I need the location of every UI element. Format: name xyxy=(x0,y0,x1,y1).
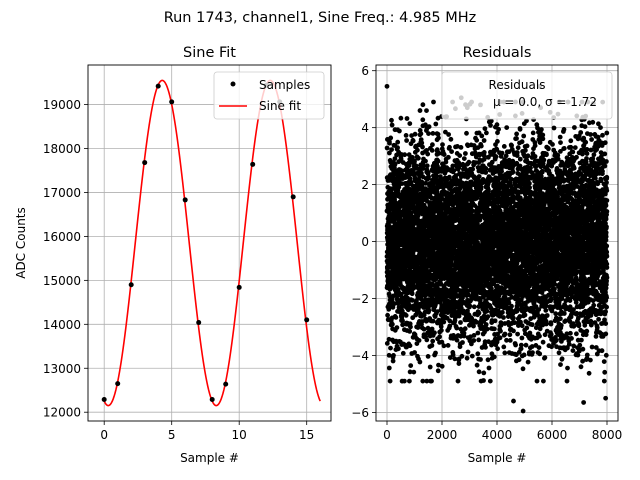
y-tick-label: 6 xyxy=(361,64,369,78)
y-tick-label: −2 xyxy=(351,292,369,306)
residuals-title: Residuals xyxy=(463,45,532,61)
sample-point xyxy=(101,396,107,402)
sample-point xyxy=(290,194,296,200)
residual-points xyxy=(384,99,610,384)
x-tick-label: 0 xyxy=(383,428,391,442)
residuals-ticks: 0 2000 4000 6000 8000 −6 −4 −2 0 2 4 6 xyxy=(351,64,622,442)
residuals-legend: Residuals μ = 0.0, σ = 1.72 xyxy=(441,71,613,120)
sample-point xyxy=(169,99,175,105)
y-tick-label: 12000 xyxy=(43,406,81,420)
legend-residuals-stats: μ = 0.0, σ = 1.72 xyxy=(493,95,597,109)
legend-samples-marker xyxy=(230,81,236,87)
y-tick-label: −6 xyxy=(351,406,369,420)
residual-outlier-point xyxy=(520,408,526,414)
sine-fit-legend: Samples Sine fit xyxy=(213,71,325,120)
sample-point xyxy=(304,317,310,323)
residuals-panel: Residuals 0 2000 4000 6000 8000 −6 −4 −2 0 2 4 6 Sa… xyxy=(351,45,622,465)
legend-residuals-label: Residuals xyxy=(489,78,546,92)
y-tick-label: 19000 xyxy=(43,98,81,112)
sample-point xyxy=(250,161,256,167)
x-tick-label: 2000 xyxy=(427,428,458,442)
sample-point xyxy=(155,83,161,89)
sine-fit-samples-layer xyxy=(101,82,310,402)
figure-suptitle: Run 1743, channel1, Sine Freq.: 4.985 MH… xyxy=(164,10,477,26)
y-tick-label: 0 xyxy=(361,235,369,249)
residuals-legend-box xyxy=(441,71,613,120)
y-tick-label: 4 xyxy=(361,121,369,135)
sine-fit-ticks: 0 5 10 15 12000 13000 14000 15000 16000 17000 1800… xyxy=(43,98,315,442)
y-tick-label: 14000 xyxy=(43,318,81,332)
y-tick-label: 18000 xyxy=(43,142,81,156)
sample-point xyxy=(209,396,215,402)
y-tick-label: −4 xyxy=(351,349,369,363)
y-tick-label: 13000 xyxy=(43,362,81,376)
sine-fit-panel: Sine Fit 0 5 10 15 12000 13000 14000 15000 16000… xyxy=(14,45,332,465)
sine-fit-grid xyxy=(88,65,331,421)
residual-outlier-point xyxy=(603,395,609,401)
sine-fit-legend-box xyxy=(213,71,325,120)
x-tick-label: 15 xyxy=(299,428,314,442)
x-tick-label: 6000 xyxy=(537,428,568,442)
x-tick-label: 0 xyxy=(100,428,108,442)
y-tick-label: 17000 xyxy=(43,186,81,200)
sample-point xyxy=(142,160,148,166)
sample-point xyxy=(196,320,202,326)
sine-fit-curve-layer xyxy=(103,79,321,407)
sine-fit-axes-frame xyxy=(87,64,332,422)
x-tick-label: 5 xyxy=(168,428,176,442)
residual-outlier-point xyxy=(581,400,587,405)
y-tick-label: 15000 xyxy=(43,274,81,288)
legend-samples-label: Samples xyxy=(259,78,310,92)
sample-point xyxy=(236,284,242,290)
sine-fit-line xyxy=(103,79,321,407)
residual-outlier-point xyxy=(417,108,423,113)
sample-point xyxy=(182,197,188,203)
sample-point xyxy=(115,381,121,387)
x-tick-label: 10 xyxy=(232,428,247,442)
residuals-xlabel: Sample # xyxy=(468,451,527,465)
x-tick-label: 8000 xyxy=(592,428,623,442)
sine-fit-title: Sine Fit xyxy=(183,45,236,61)
x-tick-label: 4000 xyxy=(482,428,513,442)
sine-fit-ylabel: ADC Counts xyxy=(14,207,28,279)
sample-point xyxy=(223,381,229,387)
residual-outlier-point xyxy=(384,83,390,89)
sine-fit-xlabel: Sample # xyxy=(180,451,239,465)
residual-outlier-point xyxy=(511,398,516,404)
y-tick-label: 2 xyxy=(361,178,369,192)
residual-outlier-point xyxy=(399,378,405,384)
legend-sine-fit-label: Sine fit xyxy=(259,99,301,113)
sample-point xyxy=(128,282,134,288)
y-tick-label: 16000 xyxy=(43,230,81,244)
